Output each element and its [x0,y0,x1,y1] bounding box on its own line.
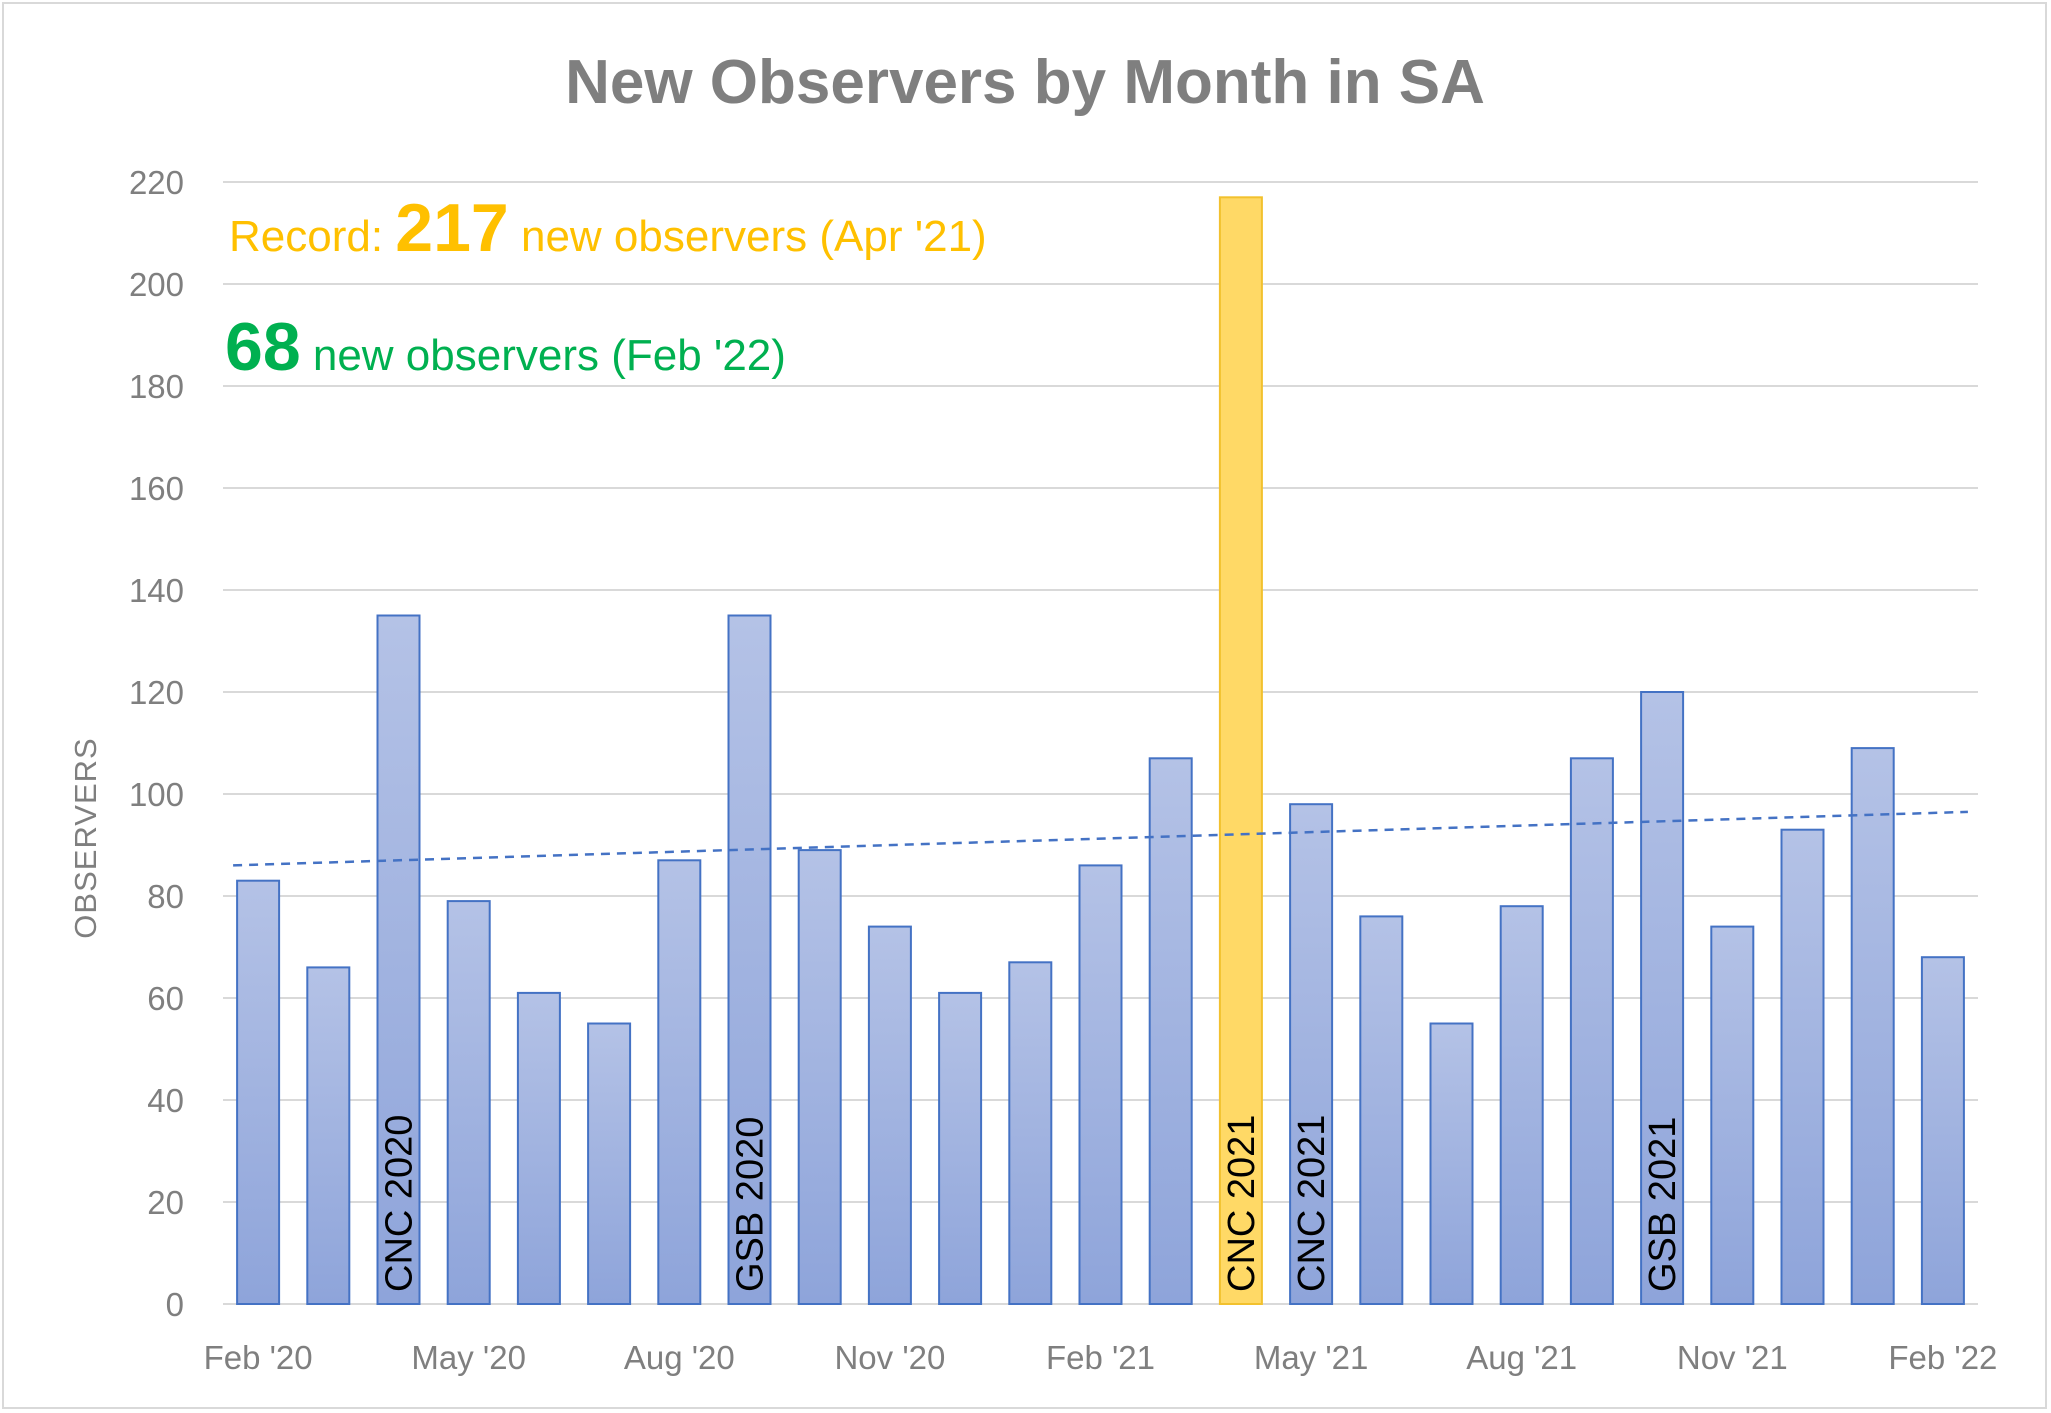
x-tick-label: May '20 [411,1339,526,1376]
record-prefix: Record: [229,212,395,261]
chart-title: New Observers by Month in SA [565,48,1485,117]
bar [446,900,491,1305]
y-tick-label: 0 [166,1286,184,1323]
y-tick-label: 100 [129,776,184,813]
x-tick-label: Feb '20 [204,1339,313,1376]
bars [236,196,1965,1306]
record-suffix: new observers (Apr '21) [509,212,987,261]
bar [727,614,772,1305]
x-tick-label: May '21 [1254,1339,1369,1376]
bar [236,879,281,1305]
gridlines [223,181,1978,1305]
x-tick-label: Feb '21 [1046,1339,1155,1376]
current-annotation: 68 new observers (Feb '22) [225,309,786,385]
y-tick-label: 20 [147,1184,184,1221]
current-number: 68 [225,309,301,385]
y-tick-label: 160 [129,470,184,507]
x-tick-label: Nov '20 [834,1339,945,1376]
bar [1920,956,1965,1305]
bar [376,614,421,1305]
bar [1429,1022,1474,1305]
bar [516,991,561,1306]
y-tick-label: 220 [129,164,184,201]
bar-event-label: GSB 2020 [730,1117,772,1292]
bar [1148,757,1193,1305]
x-tick-label: Feb '22 [1888,1339,1997,1376]
bar [797,849,842,1305]
trendline [233,810,1968,867]
bar [1780,828,1825,1305]
x-tick-label: Aug '20 [624,1339,735,1376]
y-tick-label: 120 [129,674,184,711]
bar [1008,961,1053,1305]
bar [1640,691,1685,1305]
bar [1289,803,1334,1305]
record-number: 217 [395,190,508,266]
y-tick-label: 40 [147,1082,184,1119]
y-tick-label: 60 [147,980,184,1017]
bar [1078,864,1123,1306]
bar [1850,747,1895,1305]
y-tick-label: 140 [129,572,184,609]
bar [867,925,912,1305]
x-tick-label: Nov '21 [1677,1339,1788,1376]
bar [1569,757,1614,1305]
x-axis-ticks: Feb '20 May '20 Aug '20 Nov '20 Feb '21 May '… [204,1339,1998,1376]
bar-event-label: CNC 2021 [1291,1115,1333,1292]
bar [1499,905,1544,1305]
bar [1359,915,1404,1306]
bar-event-label: GSB 2021 [1642,1117,1684,1292]
y-axis-ticks: 0 20 40 60 80 100 120 140 160 180 200 220 [129,164,184,1323]
bar [938,991,983,1306]
record-annotation: Record: 217 new observers (Apr '21) [229,190,987,266]
y-tick-label: 180 [129,368,184,405]
y-tick-label: 200 [129,266,184,303]
bar-event-label: CNC 2020 [379,1115,421,1292]
y-axis-label: OBSERVERS [68,737,103,938]
bar [657,859,702,1305]
bar [306,966,351,1306]
bar [1710,925,1755,1305]
bar [587,1022,632,1305]
event-labels: CNC 2020 GSB 2020 CNC 2021 CNC 2021 GSB 2021 [379,1115,1685,1292]
bar-event-label: CNC 2021 [1221,1115,1263,1292]
y-tick-label: 80 [147,878,184,915]
x-tick-label: Aug '21 [1466,1339,1577,1376]
bar-record [1218,196,1263,1305]
current-suffix: new observers (Feb '22) [301,331,786,380]
